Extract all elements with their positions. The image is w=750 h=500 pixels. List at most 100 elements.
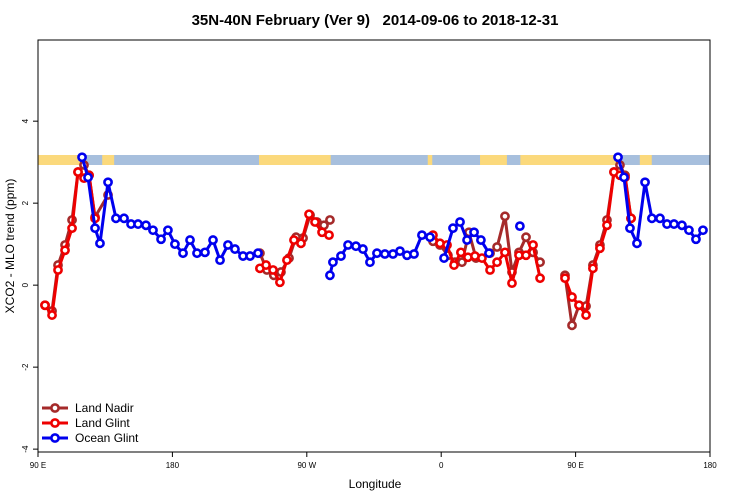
data-point xyxy=(275,277,285,288)
data-point xyxy=(560,273,570,284)
data-point xyxy=(170,239,180,250)
data-point xyxy=(417,230,427,241)
x-tick-label: 90 W xyxy=(297,461,316,470)
data-point xyxy=(372,248,382,259)
data-point xyxy=(514,221,525,232)
data-point xyxy=(325,270,335,281)
data-point xyxy=(581,310,591,320)
land-segment xyxy=(38,155,83,165)
x-tick-label: 90 E xyxy=(30,461,46,470)
land-ocean-strip xyxy=(38,155,710,165)
y-axis-label: XCO2 - MLO trend (ppm) xyxy=(3,179,17,314)
series-line xyxy=(43,170,633,317)
land-segment xyxy=(427,155,433,165)
data-point xyxy=(457,257,467,268)
data-point xyxy=(53,265,63,275)
data-point xyxy=(119,213,129,224)
data-point xyxy=(336,251,346,261)
data-point xyxy=(133,219,143,229)
data-point xyxy=(230,244,240,254)
data-point xyxy=(507,278,517,289)
data-point xyxy=(698,225,708,236)
plot-frame xyxy=(37,39,711,453)
land-segment xyxy=(102,155,115,165)
data-point xyxy=(163,225,173,236)
plot-area xyxy=(40,152,708,331)
data-point xyxy=(83,172,93,183)
data-point xyxy=(632,238,642,249)
data-point xyxy=(500,211,510,222)
y-tick-label: -2 xyxy=(21,363,30,371)
legend-marker xyxy=(50,403,60,413)
data-point xyxy=(625,223,635,234)
legend-label: Land Nadir xyxy=(75,401,134,415)
ocean-strip xyxy=(38,155,710,165)
data-point xyxy=(500,247,510,258)
data-point xyxy=(535,273,545,284)
data-point xyxy=(328,257,338,268)
data-point xyxy=(485,265,495,275)
data-point xyxy=(613,152,623,163)
legend-marker xyxy=(50,433,60,443)
data-point xyxy=(425,232,435,243)
x-tick-label: 90 E xyxy=(567,461,583,470)
data-point xyxy=(192,248,202,259)
chart-title: 35N-40N February (Ver 9) 2014-09-06 to 2… xyxy=(192,12,559,29)
legend-label: Land Glint xyxy=(75,416,130,430)
data-point xyxy=(200,247,210,258)
data-point xyxy=(245,251,255,261)
data-point xyxy=(282,255,292,266)
data-point xyxy=(619,172,629,183)
data-point xyxy=(409,249,419,259)
land-segment xyxy=(480,155,507,165)
data-point xyxy=(111,213,121,224)
series-line xyxy=(44,163,633,327)
data-point xyxy=(677,220,687,231)
data-point xyxy=(469,227,479,238)
data-point xyxy=(141,220,151,231)
data-point xyxy=(439,253,449,263)
data-point xyxy=(521,232,531,243)
x-tick-label: 180 xyxy=(166,461,180,470)
data-point xyxy=(655,213,665,224)
land-segment xyxy=(639,155,652,165)
data-point xyxy=(253,248,263,259)
data-point xyxy=(358,244,368,254)
x-tick-label: 180 xyxy=(703,461,717,470)
data-point xyxy=(462,235,472,245)
data-point xyxy=(304,209,314,220)
data-point xyxy=(684,225,694,236)
data-point xyxy=(588,263,598,274)
data-point xyxy=(574,300,584,311)
data-point xyxy=(47,310,57,320)
data-point xyxy=(595,243,605,254)
data-point xyxy=(148,225,158,236)
data-point xyxy=(67,223,77,234)
data-point xyxy=(528,240,538,250)
y-tick-label: 2 xyxy=(21,200,30,205)
data-point xyxy=(449,260,459,270)
data-point xyxy=(156,234,166,245)
data-point xyxy=(476,235,486,245)
data-point xyxy=(77,152,87,163)
data-point xyxy=(640,177,650,188)
data-point xyxy=(492,257,502,268)
data-point xyxy=(90,223,100,234)
land-segment xyxy=(259,155,331,165)
data-point xyxy=(477,253,487,263)
data-point xyxy=(324,230,334,241)
y-tick-label: 4 xyxy=(21,118,30,123)
data-point xyxy=(343,240,353,250)
data-point xyxy=(492,242,502,252)
data-point xyxy=(325,215,335,225)
data-point xyxy=(380,249,390,259)
data-point xyxy=(103,177,113,188)
data-point xyxy=(521,250,531,261)
data-point xyxy=(310,217,320,227)
data-point xyxy=(208,235,218,245)
data-point xyxy=(296,238,306,249)
data-point xyxy=(456,247,466,258)
data-point xyxy=(261,260,271,270)
